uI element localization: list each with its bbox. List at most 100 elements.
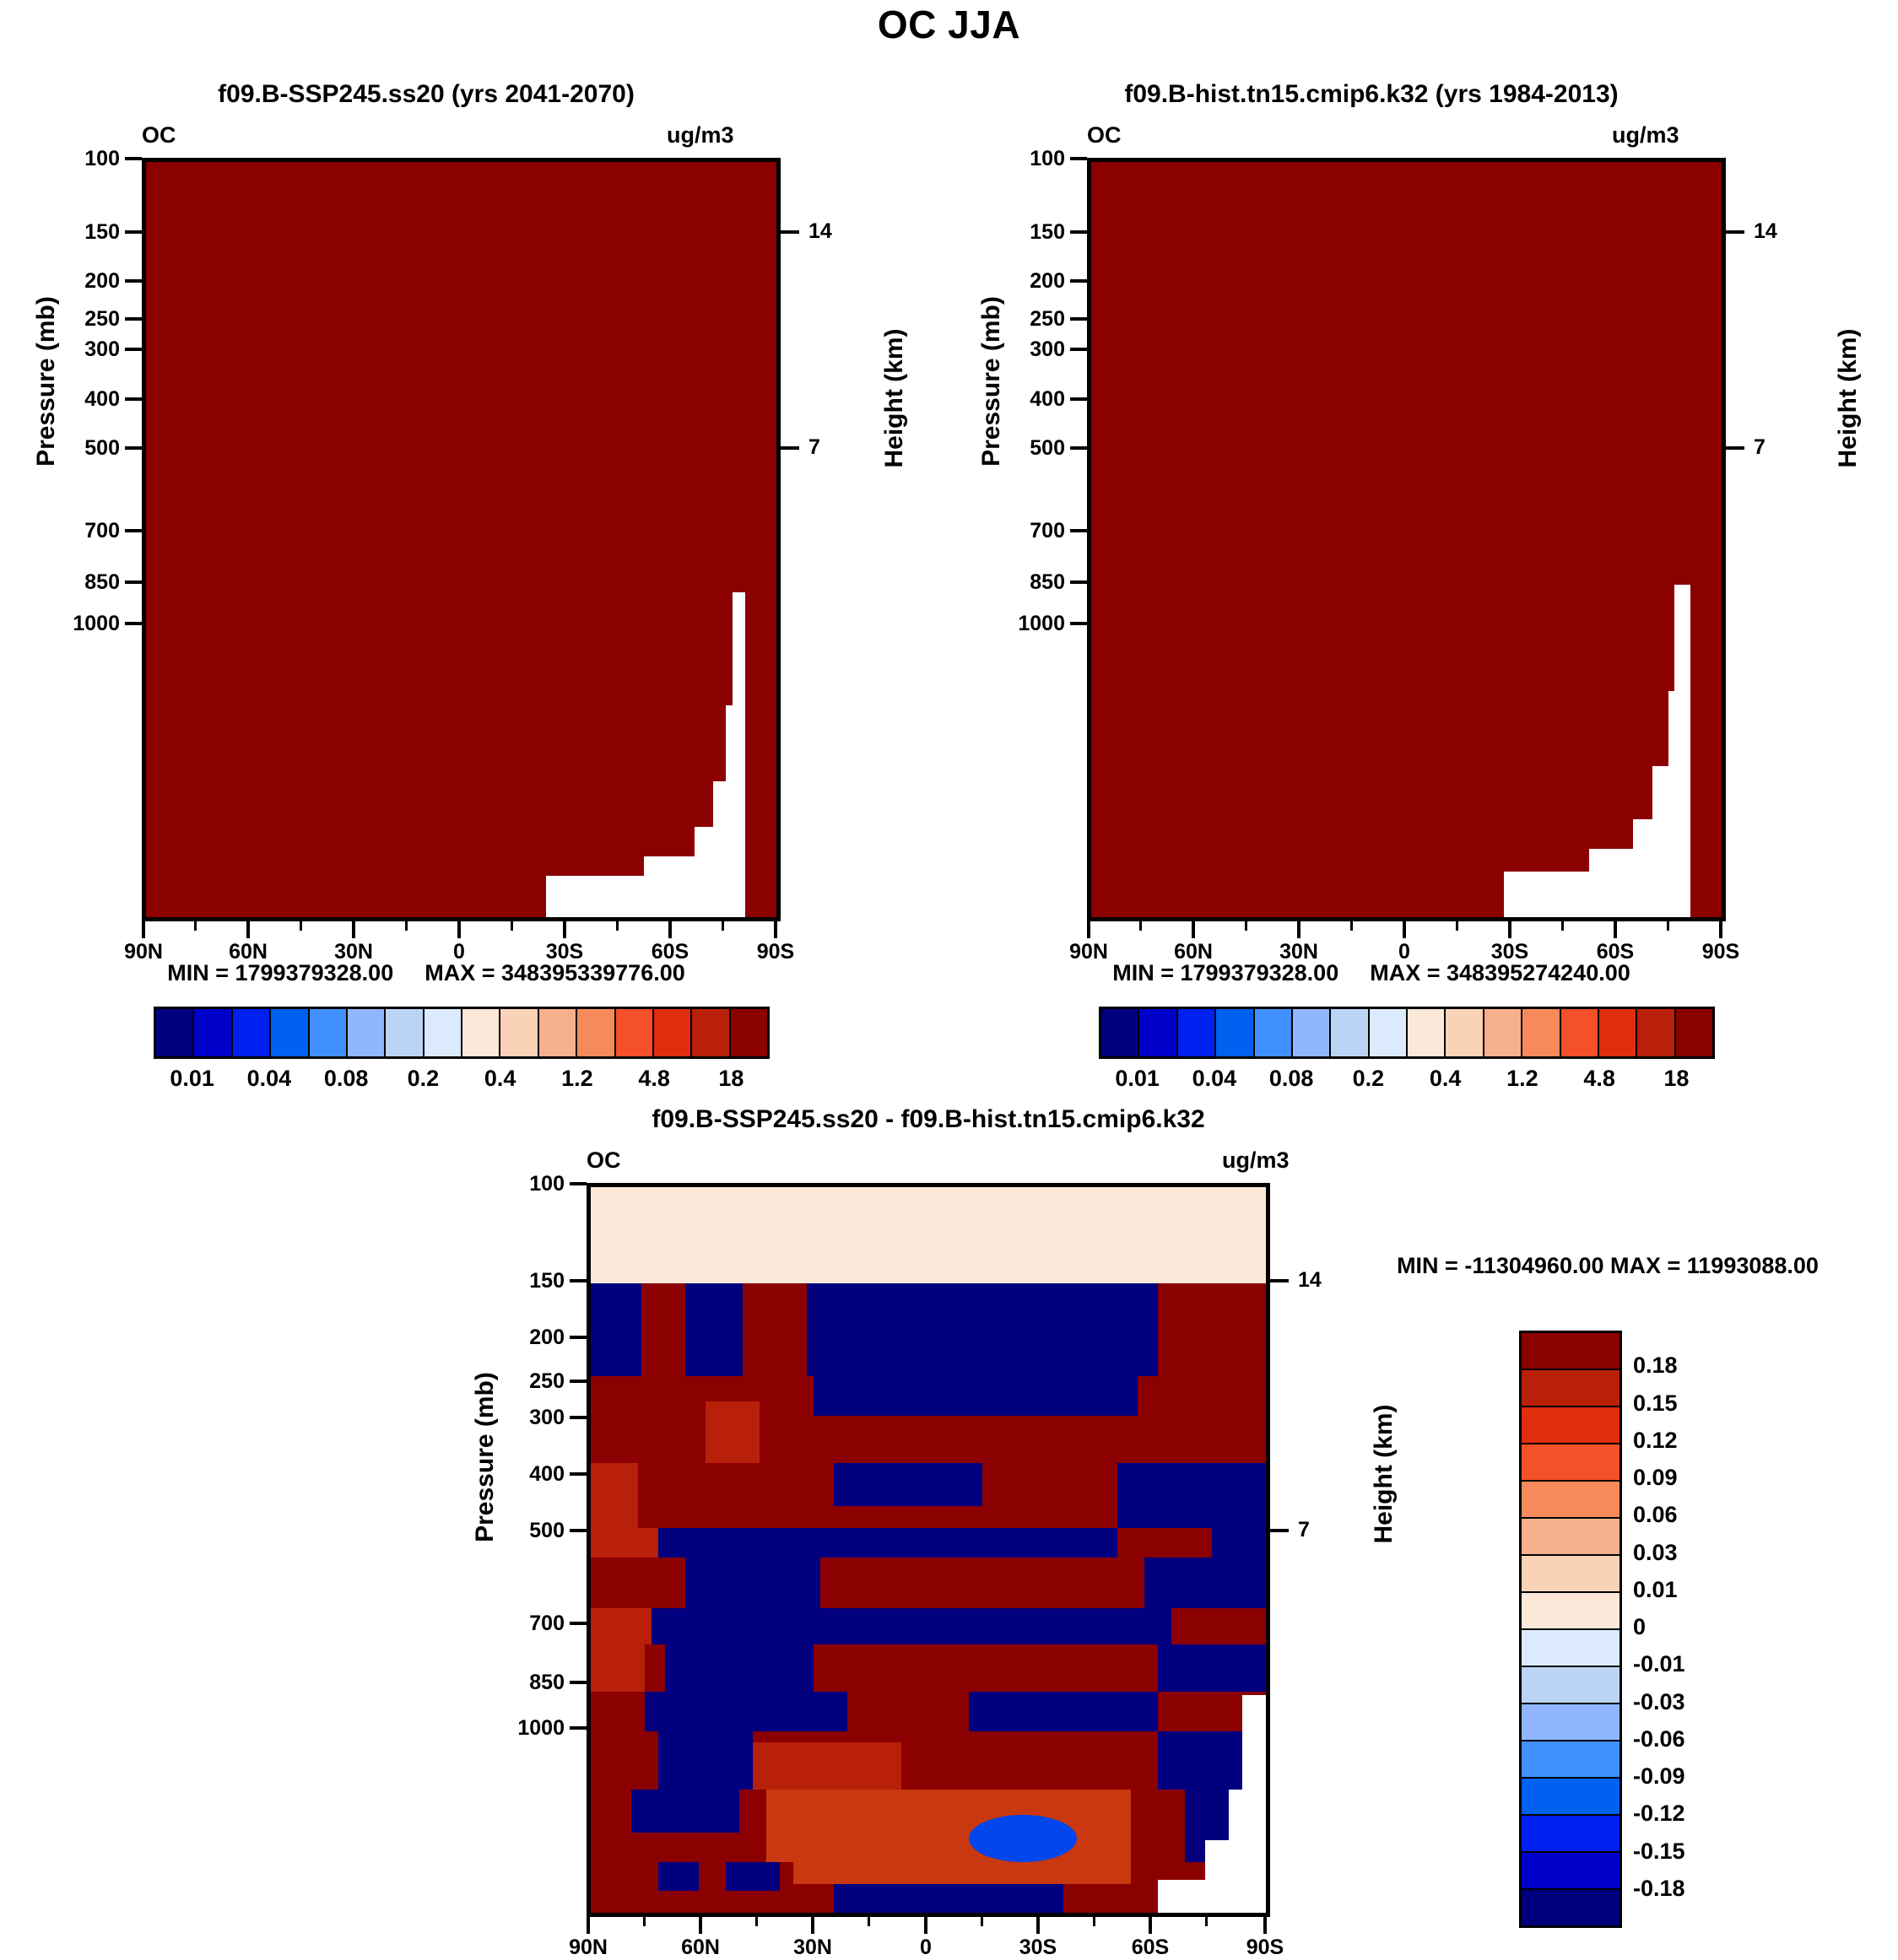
xtick-minor [1205, 1917, 1208, 1926]
ytick-mark [570, 1416, 587, 1419]
ytick-300: 300 [529, 1406, 565, 1429]
ytick-mark [570, 1182, 587, 1185]
ytick-mark [570, 1336, 587, 1339]
colorbar-cell [1522, 1890, 1620, 1925]
xtick-90N: 90N [569, 1936, 608, 1959]
xtick-30S: 30S [545, 940, 584, 964]
panel-left-title: f09.B-SSP245.ss20 (yrs 2041-2070) [218, 80, 635, 108]
colorbar-tick-label: 1.2 [1506, 1066, 1538, 1091]
htick-7: 7 [1754, 435, 1766, 459]
panel-difference-corner-variable: OC [587, 1147, 621, 1173]
htick-mark [1726, 230, 1744, 234]
panel-left-max: MAX = 348395339776.00 [424, 960, 685, 985]
colorbar-tick-label: 0.4 [1429, 1066, 1462, 1091]
colorbar-tick-label: 4.8 [638, 1066, 670, 1091]
ytick-500: 500 [84, 436, 120, 460]
xtick-mark [352, 921, 355, 938]
ytick-150: 150 [529, 1269, 565, 1293]
panel-right-corner-variable: OC [1087, 122, 1122, 148]
colorbar-tick-label: 0.04 [1192, 1066, 1237, 1091]
panel-left: f09.B-SSP245.ss20 (yrs 2041-2070) OC ug/… [0, 80, 920, 1091]
panel-right-max: MAX = 348395274240.00 [1370, 960, 1630, 985]
htick-mark [781, 230, 799, 234]
xtick-60S: 60S [1131, 1936, 1170, 1959]
panel-right-minmax: MIN = 1799379328.00 MAX = 348395274240.0… [945, 960, 1798, 986]
colorbar-cell [1522, 1593, 1620, 1630]
ytick-mark [570, 1529, 587, 1532]
xtick-minor [1350, 921, 1353, 931]
colorbar-tick-label: 0.03 [1633, 1539, 1678, 1565]
xtick-mark [1192, 921, 1195, 938]
colorbar-tick-label: -0.09 [1633, 1763, 1685, 1789]
ytick-100: 100 [84, 147, 120, 170]
colorbar-cell [156, 1009, 195, 1056]
colorbar-cell [1522, 1370, 1620, 1407]
ytick-mark [1070, 529, 1087, 532]
ytick-mark [125, 580, 142, 584]
xtick-60N: 60N [229, 940, 268, 964]
xtick-mark [668, 921, 672, 938]
xtick-minor [1667, 921, 1669, 931]
xtick-60N: 60N [1174, 940, 1213, 964]
ytick-mark [1070, 446, 1087, 450]
htick-14: 14 [1298, 1268, 1322, 1292]
xtick-60S: 60S [651, 940, 689, 964]
xtick-mark [1087, 921, 1090, 938]
xtick-mark [811, 1917, 814, 1934]
xtick-30S: 30S [1490, 940, 1529, 964]
colorbar-cell [1522, 1009, 1561, 1056]
ytick-mark [125, 157, 142, 160]
xtick-0: 0 [920, 1936, 932, 1959]
ytick-1000: 1000 [1018, 612, 1065, 635]
ytick-150: 150 [84, 220, 120, 244]
ytick-700: 700 [529, 1612, 565, 1635]
xtick-mark [774, 921, 777, 938]
xtick-minor [1093, 1917, 1095, 1926]
ytick-mark [125, 279, 142, 283]
xtick-minor [868, 1917, 870, 1926]
ytick-mark [1070, 279, 1087, 283]
panel-difference-contour-fill [591, 1187, 1266, 1913]
colorbar-tick-label: 0.2 [407, 1066, 440, 1091]
ytick-500: 500 [1030, 436, 1065, 460]
colorbar-cell [1522, 1667, 1620, 1704]
colorbar-cell [730, 1009, 767, 1056]
xtick-0: 0 [453, 940, 465, 964]
colorbar-tick-label: 0.2 [1352, 1066, 1385, 1091]
ytick-100: 100 [1030, 147, 1065, 170]
xtick-mark [142, 921, 145, 938]
colorbar-tick-label: 0.18 [1633, 1353, 1678, 1379]
ytick-200: 200 [529, 1326, 565, 1349]
colorbar-tick-label: 0.08 [323, 1066, 369, 1091]
panel-difference-corner-units: ug/m3 [1222, 1147, 1290, 1173]
xtick-30N: 30N [1279, 940, 1318, 964]
ytick-250: 250 [529, 1369, 565, 1393]
colorbar-tick-label: 0.15 [1633, 1390, 1678, 1416]
colorbar-cell [1522, 1630, 1620, 1667]
ytick-mark [570, 1472, 587, 1476]
colorbar-cell [1522, 1741, 1620, 1779]
ytick-mark [570, 1279, 587, 1282]
colorbar-cell [1484, 1009, 1523, 1056]
colorbar-tick-label: -0.12 [1633, 1801, 1685, 1827]
colorbar-cell [1637, 1009, 1676, 1056]
panel-difference-title: f09.B-SSP245.ss20 - f09.B-hist.tn15.cmip… [652, 1105, 1205, 1133]
colorbar-cell [424, 1009, 462, 1056]
ytick-mark [1070, 348, 1087, 351]
ytick-mark [1070, 317, 1087, 321]
xtick-0: 0 [1398, 940, 1410, 964]
xtick-mark [1403, 921, 1406, 938]
colorbar-cell [1101, 1009, 1140, 1056]
panel-right-contour-fill [1091, 162, 1722, 917]
colorbar-difference-labels: 0.18 0.15 0.12 0.09 0.06 0.03 0.01 0 -0.01 -0.03 -… [1633, 1331, 1819, 1928]
colorbar-tick-label: 0.06 [1633, 1502, 1678, 1528]
xtick-minor [300, 921, 302, 931]
xtick-minor [511, 921, 513, 931]
xtick-minor [643, 1917, 646, 1926]
colorbar-tick-label: 0.04 [246, 1066, 292, 1091]
panel-right-min: MIN = 1799379328.00 [1112, 960, 1339, 985]
panel-difference-height-axis-label: Height (km) [1370, 1404, 1398, 1544]
panel-left-y-axis-label: Pressure (mb) [32, 296, 60, 467]
xtick-30N: 30N [334, 940, 373, 964]
colorbar-cell [1522, 1519, 1620, 1556]
